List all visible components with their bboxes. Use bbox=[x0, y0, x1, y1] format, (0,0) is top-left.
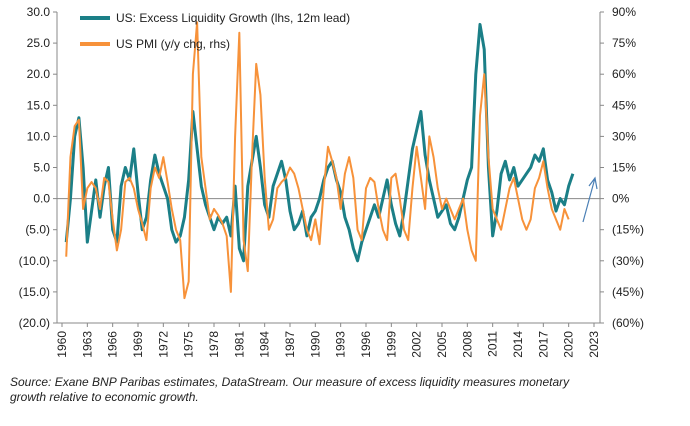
source-note: Source: Exane BNP Paribas estimates, Dat… bbox=[10, 375, 680, 405]
y2-tick-label: (60%) bbox=[612, 316, 644, 330]
x-tick-label: 2011 bbox=[486, 331, 500, 357]
y2-tick-label: (45%) bbox=[612, 285, 644, 299]
legend-label: US PMI (y/y chg, rhs) bbox=[116, 37, 230, 51]
series-line bbox=[65, 21, 570, 300]
x-tick-label: 2008 bbox=[460, 331, 474, 358]
x-tick-label: 2005 bbox=[435, 331, 449, 358]
x-tick-label: 1984 bbox=[258, 331, 272, 358]
y2-tick-label: 30% bbox=[612, 129, 636, 143]
y2-tick-label: 90% bbox=[612, 5, 636, 19]
trend-arrow bbox=[582, 176, 598, 223]
y-tick-label: 30.0 bbox=[27, 5, 51, 19]
x-tick-label: 1996 bbox=[359, 331, 373, 358]
x-tick-label: 1969 bbox=[131, 331, 145, 358]
y2-tick-label: 75% bbox=[612, 36, 636, 50]
y-tick-label: (5.0) bbox=[25, 223, 50, 237]
y-tick-label: (10.0) bbox=[19, 254, 50, 268]
x-tick-label: 1966 bbox=[106, 331, 120, 358]
y2-tick-label: 60% bbox=[612, 67, 636, 81]
x-tick-label: 2020 bbox=[562, 331, 576, 358]
x-tick-label: 1975 bbox=[182, 331, 196, 358]
x-tick-label: 1963 bbox=[80, 331, 94, 358]
note-line: Source: Exane BNP Paribas estimates, Dat… bbox=[10, 375, 570, 389]
y-tick-label: 25.0 bbox=[27, 36, 51, 50]
x-tick-label: 2023 bbox=[587, 331, 601, 358]
y-tick-label: (15.0) bbox=[19, 285, 50, 299]
x-tick-label: 1978 bbox=[207, 331, 221, 358]
y-tick-label: 0.0 bbox=[33, 192, 50, 206]
x-tick-label: 1990 bbox=[308, 331, 322, 358]
x-tick-label: 2014 bbox=[511, 331, 525, 358]
y-tick-label: 15.0 bbox=[27, 98, 51, 112]
note-line: growth relative to economic growth. bbox=[10, 390, 199, 404]
x-tick-label: 1993 bbox=[334, 331, 348, 358]
y2-tick-label: (30%) bbox=[612, 254, 644, 268]
y-tick-label: 20.0 bbox=[27, 67, 51, 81]
y-tick-label: 5.0 bbox=[33, 161, 50, 175]
x-tick-label: 2017 bbox=[536, 331, 550, 358]
y2-tick-label: 15% bbox=[612, 161, 636, 175]
y-tick-label: (20.0) bbox=[19, 316, 50, 330]
x-tick-label: 2002 bbox=[410, 331, 424, 358]
legend-label: US: Excess Liquidity Growth (lhs, 12m le… bbox=[116, 11, 350, 25]
y2-tick-label: (15%) bbox=[612, 223, 644, 237]
x-tick-label: 1960 bbox=[55, 331, 69, 358]
x-tick-label: 1987 bbox=[283, 331, 297, 358]
x-tick-label: 1981 bbox=[232, 331, 246, 358]
y-tick-label: 10.0 bbox=[27, 129, 51, 143]
x-tick-label: 1999 bbox=[384, 331, 398, 358]
x-tick-label: 1972 bbox=[156, 331, 170, 358]
y2-tick-label: 0% bbox=[612, 192, 630, 206]
y2-tick-label: 45% bbox=[612, 98, 636, 112]
